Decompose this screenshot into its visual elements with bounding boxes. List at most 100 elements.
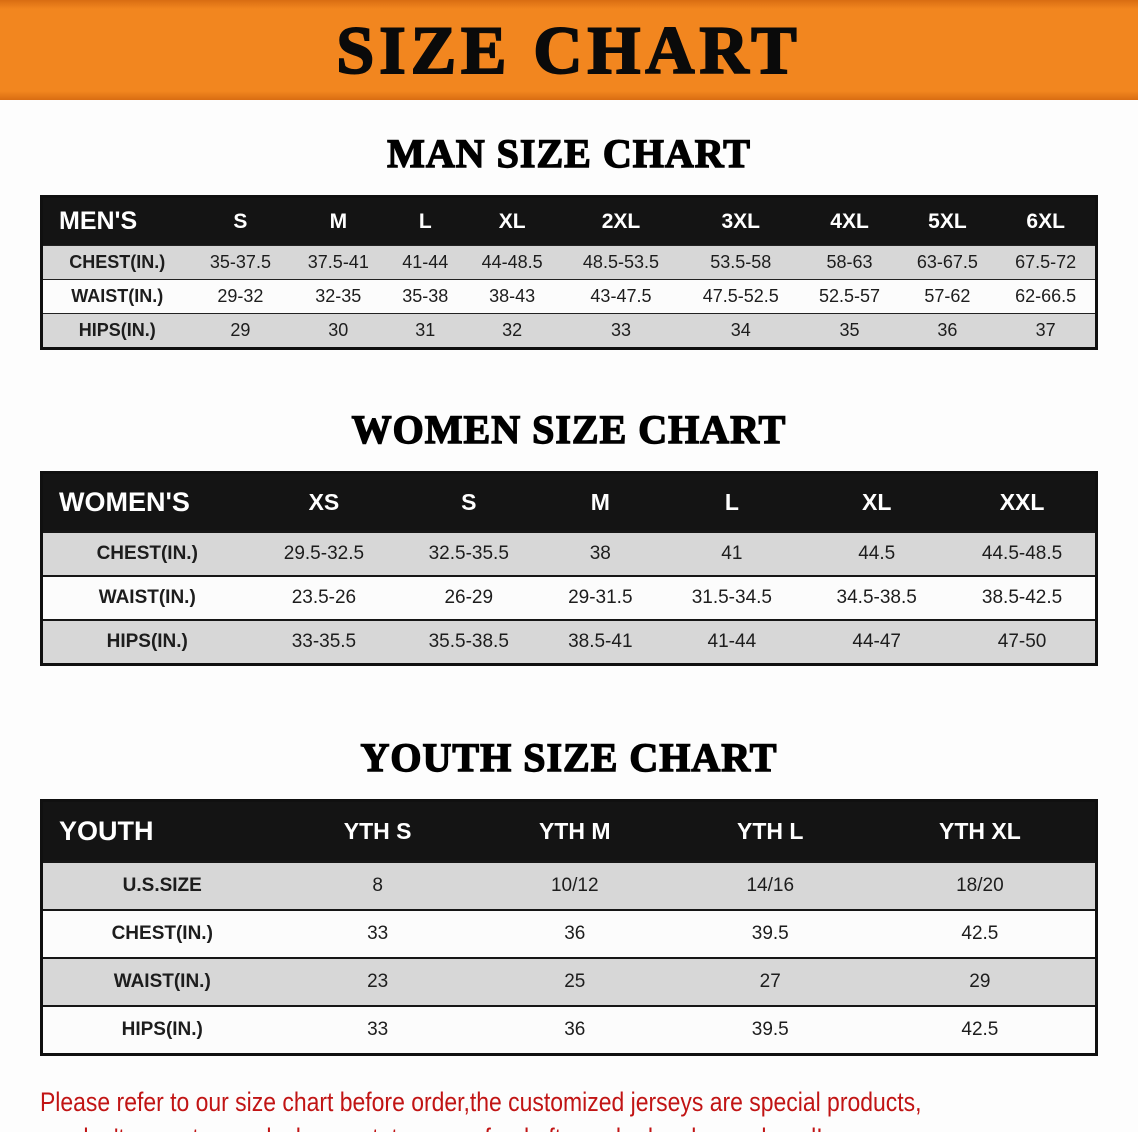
disclaimer: Please refer to our size chart before or…: [40, 1084, 1098, 1132]
value-cell: 41-44: [707, 631, 757, 652]
youth-size-section: YOUTH SIZE CHART YOUTH YTH S YTH M YTH L YTH…: [0, 734, 1138, 1056]
value-cell: 25: [564, 971, 586, 992]
value-cell: 37: [1035, 320, 1056, 340]
value-cell: 14/16: [746, 875, 795, 896]
table-title-cell: YOUTH: [41, 800, 282, 862]
youth-size-table: YOUTH YTH S YTH M YTH L YTH XL U.S.SIZE 8 10/12…: [40, 799, 1098, 1056]
table-row: CHEST(IN.) 29.5-32.5 32.5-35.5 38 41 44.5 44.5…: [41, 532, 1097, 576]
value-cell: 31: [415, 320, 436, 340]
table-row: HIPS(IN.) 33 36 39.5 42.5: [41, 1006, 1097, 1055]
value-cell: 29: [969, 971, 991, 992]
size-header-cell: 2XL: [561, 196, 681, 246]
value-cell: 29.5-32.5: [283, 543, 365, 564]
value-cell: 44.5: [858, 543, 896, 564]
value-cell: 41: [721, 543, 743, 564]
value-cell: 43-47.5: [590, 286, 652, 306]
row-label-cell: HIPS(IN.): [78, 320, 156, 340]
value-cell: 33: [367, 923, 389, 944]
men-size-table: MEN'S S M L XL 2XL 3XL 4XL 5XL 6XL CHEST(IN.) 35-37…: [40, 195, 1098, 350]
men-size-section: MAN SIZE CHART MEN'S S M L XL 2XL 3XL 4XL 5XL 6XL…: [0, 130, 1138, 350]
value-cell: 38.5-41: [568, 631, 633, 652]
women-size-table: WOMEN'S XS S M L XL XXL CHEST(IN.) 29.5-32.5 32.5…: [40, 471, 1098, 666]
value-cell: 62-66.5: [1015, 286, 1077, 306]
size-header-cell: XL: [804, 472, 950, 532]
value-cell: 36: [564, 923, 586, 944]
value-cell: 32: [502, 320, 523, 340]
disclaimer-line-1: Please refer to our size chart before or…: [40, 1087, 922, 1117]
size-header-cell: XXL: [949, 472, 1097, 532]
table-title-cell: MEN'S: [41, 196, 192, 246]
row-label-cell: WAIST(IN.): [113, 971, 211, 992]
value-cell: 33-35.5: [291, 631, 357, 652]
row-label-cell: CHEST(IN.): [111, 923, 213, 944]
value-cell: 48.5-53.5: [582, 252, 659, 272]
row-label-cell: HIPS(IN.): [106, 631, 188, 652]
row-label-cell: U.S.SIZE: [122, 875, 202, 896]
value-cell: 39.5: [751, 923, 789, 944]
value-cell: 67.5-72: [1015, 252, 1077, 272]
value-cell: 57-62: [924, 286, 971, 306]
value-cell: 29: [230, 320, 251, 340]
table-row: HIPS(IN.) 33-35.5 35.5-38.5 38.5-41 41-44 44-…: [41, 620, 1097, 665]
value-cell: 33: [610, 320, 631, 340]
value-cell: 41-44: [402, 252, 449, 272]
value-cell: 36: [937, 320, 958, 340]
value-cell: 53.5-58: [710, 252, 772, 272]
table-row: U.S.SIZE 8 10/12 14/16 18/20: [41, 862, 1097, 910]
table-row: CHEST(IN.) 35-37.5 37.5-41 41-44 44-48.5 48.5…: [41, 245, 1097, 280]
table-header-row: YOUTH YTH S YTH M YTH L YTH XL: [41, 800, 1097, 862]
page-title: SIZE CHART: [335, 12, 802, 88]
value-cell: 38: [589, 543, 611, 564]
women-section-heading: WOMEN SIZE CHART: [351, 406, 787, 452]
table-row: WAIST(IN.) 23 25 27 29: [41, 958, 1097, 1006]
size-header-cell: 3XL: [680, 196, 801, 246]
value-cell: 32-35: [315, 286, 362, 306]
size-header-cell: 4XL: [800, 196, 899, 246]
women-size-section: WOMEN SIZE CHART WOMEN'S XS S M L XL XXL CHEST(…: [0, 406, 1138, 666]
table-row: WAIST(IN.) 29-32 32-35 35-38 38-43 43-47.5 47.…: [41, 279, 1097, 314]
value-cell: 34.5-38.5: [836, 587, 917, 608]
value-cell: 44-48.5: [481, 252, 543, 272]
value-cell: 58-63: [826, 252, 873, 272]
value-cell: 35-37.5: [209, 252, 271, 272]
size-header-cell: S: [191, 196, 290, 246]
value-cell: 63-67.5: [916, 252, 978, 272]
row-label-cell: WAIST(IN.): [71, 286, 164, 306]
value-cell: 52.5-57: [819, 286, 881, 306]
value-cell: 32.5-35.5: [428, 543, 509, 564]
size-header-cell: S: [396, 472, 542, 532]
table-row: HIPS(IN.) 29 30 31 32 33 34 35 36 37: [41, 313, 1097, 349]
value-cell: 29-32: [217, 286, 264, 306]
row-label-cell: HIPS(IN.): [121, 1019, 203, 1040]
value-cell: 35.5-38.5: [428, 631, 509, 652]
size-header-cell: YTH L: [675, 800, 865, 862]
row-label-cell: CHEST(IN.): [69, 252, 166, 272]
table-header-row: WOMEN'S XS S M L XL XXL: [41, 472, 1097, 532]
value-cell: 38.5-42.5: [981, 587, 1063, 608]
disclaimer-line-2: we don't accept cancel, change, teturn o…: [40, 1120, 939, 1132]
value-cell: 26-29: [444, 587, 494, 608]
value-cell: 39.5: [751, 1019, 789, 1040]
value-cell: 29-31.5: [568, 587, 633, 608]
size-header-cell: M: [289, 196, 388, 246]
value-cell: 44-47: [852, 631, 901, 652]
value-cell: 31.5-34.5: [691, 587, 772, 608]
size-header-cell: L: [659, 472, 805, 532]
value-cell: 27: [759, 971, 781, 992]
value-cell: 23: [367, 971, 389, 992]
size-header-cell: L: [387, 196, 464, 246]
value-cell: 8: [372, 875, 383, 896]
size-header-cell: XS: [251, 472, 397, 532]
value-cell: 47.5-52.5: [702, 286, 779, 306]
value-cell: 42.5: [961, 923, 999, 944]
table-title-cell: WOMEN'S: [41, 472, 252, 532]
youth-section-heading: YOUTH SIZE CHART: [360, 734, 778, 780]
value-cell: 38-43: [489, 286, 536, 306]
value-cell: 36: [564, 1019, 586, 1040]
value-cell: 34: [730, 320, 751, 340]
value-cell: 30: [328, 320, 349, 340]
size-header-cell: YTH XL: [864, 800, 1097, 862]
value-cell: 47-50: [997, 631, 1047, 652]
size-header-cell: M: [541, 472, 660, 532]
